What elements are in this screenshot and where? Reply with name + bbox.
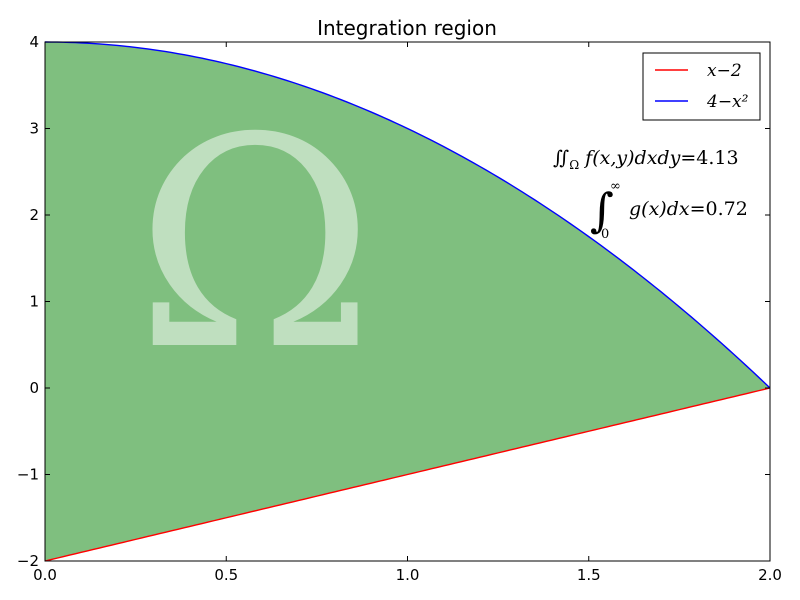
legend-box <box>642 52 761 121</box>
legend-label-x-minus-2: x−2 <box>707 61 742 81</box>
annotation-double-integral: ∬Ω f(x,y)dxdy=4.13 <box>553 147 739 172</box>
axis-ticks: 0.0 0.5 1.0 1.5 2.0 −2 −1 0 1 2 3 4 <box>17 33 782 584</box>
legend: x−2 4−x² <box>642 52 761 121</box>
y-tick-label: 1 <box>29 293 39 311</box>
annotations: ∬Ω f(x,y)dxdy=4.13 ∫ ∞ 0 g(x)dx=0.72 <box>553 147 748 242</box>
y-tick-label: −2 <box>17 552 39 570</box>
y-tick-label: −1 <box>17 466 39 484</box>
annotation-integral-upper: ∞ <box>610 179 621 194</box>
chart-title: Integration region <box>317 16 497 40</box>
x-tick-label: 0.5 <box>214 566 238 584</box>
x-tick-label: 0.0 <box>33 566 57 584</box>
annotation-integral-lower: 0 <box>601 227 609 242</box>
plot-area: Ω <box>44 41 771 562</box>
y-tick-label: 4 <box>29 33 39 51</box>
series-line-x-minus-2 <box>44 387 771 562</box>
x-tick-label: 1.5 <box>577 566 601 584</box>
x-tick-label: 1.0 <box>396 566 420 584</box>
y-tick-label: 0 <box>29 379 39 397</box>
annotation-integral-body: g(x)dx=0.72 <box>629 198 748 220</box>
omega-region-label: Ω <box>135 77 375 414</box>
y-tick-label: 2 <box>29 206 39 224</box>
annotation-integral-sign: ∫ <box>590 183 614 237</box>
series-line-4-minus-x-squared <box>44 41 771 389</box>
x-tick-label: 2.0 <box>758 566 782 584</box>
legend-label-4-minus-x-squared: 4−x² <box>706 92 749 112</box>
y-tick-label: 3 <box>29 120 39 138</box>
